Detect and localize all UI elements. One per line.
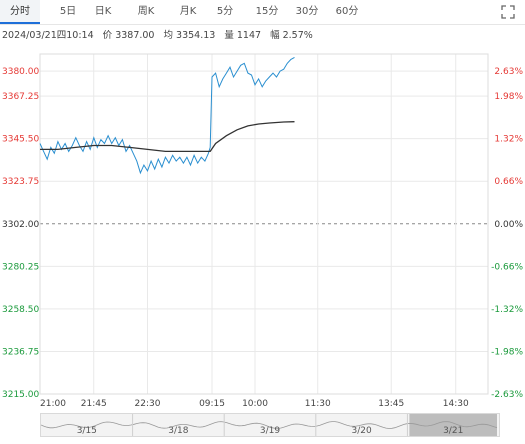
- tab-4[interactable]: 月K: [179, 6, 197, 17]
- navigator-overview: 3/15 3/18 3/19 3/20 3/21: [40, 414, 498, 436]
- x-tick: 22:30: [135, 399, 161, 409]
- y-tick-left: 3215.00: [2, 390, 39, 400]
- y-tick-right: 1.98%: [494, 92, 523, 102]
- x-tick: 09:15: [199, 399, 225, 409]
- y-tick-right: -1.32%: [491, 305, 523, 315]
- x-tick: 21:00: [40, 399, 66, 409]
- navigator-sparkline: [40, 421, 498, 429]
- y-tick-left: 3258.50: [2, 305, 39, 315]
- tab-8[interactable]: 60分: [335, 6, 359, 17]
- navigator-date: 3/19: [260, 426, 280, 436]
- navigator-date: 3/21: [443, 426, 463, 436]
- tab-0[interactable]: 分时: [0, 0, 40, 24]
- navigator-selection[interactable]: [409, 414, 497, 436]
- tab-1[interactable]: 5日: [59, 6, 77, 17]
- tab-3[interactable]: 周K: [137, 6, 155, 17]
- tab-2[interactable]: 日K: [94, 6, 112, 17]
- time-navigator[interactable]: 3/15 3/18 3/19 3/20 3/21: [40, 413, 500, 437]
- y-tick-left: 3236.75: [2, 347, 39, 357]
- expand-icon[interactable]: [501, 5, 515, 19]
- plot-frame: [39, 53, 489, 395]
- y-tick-right: 2.63%: [494, 67, 523, 77]
- info-avg: 均 3354.13: [163, 30, 216, 41]
- y-tick-right: -1.98%: [491, 347, 523, 357]
- tab-6[interactable]: 15分: [255, 6, 279, 17]
- tab-7[interactable]: 30分: [295, 6, 319, 17]
- info-price: 价 3387.00: [102, 30, 155, 41]
- quote-info-bar: 2024/03/21四10:14 价 3387.00 均 3354.13 量 1…: [2, 27, 319, 41]
- y-tick-right: -0.66%: [491, 262, 523, 272]
- y-tick-left: 3323.75: [2, 177, 39, 187]
- y-tick-right: 0.00%: [494, 220, 523, 230]
- y-tick-left: 3380.00: [2, 67, 39, 77]
- y-tick-right: 1.32%: [494, 135, 523, 145]
- y-tick-left: 3280.25: [2, 262, 39, 272]
- y-tick-right: -2.63%: [491, 390, 523, 400]
- x-tick: 14:30: [443, 399, 469, 409]
- navigator-date: 3/15: [77, 426, 97, 436]
- info-datetime: 2024/03/21四10:14: [2, 30, 94, 41]
- average-line: [40, 121, 295, 153]
- x-tick: 21:45: [81, 399, 107, 409]
- navigator-date: 3/20: [351, 426, 371, 436]
- price-line: [39, 56, 295, 175]
- navigator-date: 3/18: [168, 426, 188, 436]
- info-volume: 量 1147: [224, 30, 262, 41]
- tab-5[interactable]: 5分: [216, 6, 234, 17]
- x-tick: 11:30: [305, 399, 331, 409]
- x-tick: 13:45: [378, 399, 404, 409]
- y-tick-left: 3302.00: [2, 220, 39, 230]
- x-tick: 10:00: [242, 399, 268, 409]
- period-tab-bar: 分时 5日 日K 周K 月K 5分 15分 30分 60分: [0, 0, 525, 25]
- info-change: 幅 2.57%: [270, 30, 313, 41]
- intraday-chart[interactable]: 3380.00 2.63% 3367.25 1.98% 3345.50 1.32% 3323…: [0, 44, 525, 413]
- y-tick-right: 0.66%: [494, 177, 523, 187]
- y-tick-left: 3367.25: [2, 92, 39, 102]
- y-tick-left: 3345.50: [2, 135, 39, 145]
